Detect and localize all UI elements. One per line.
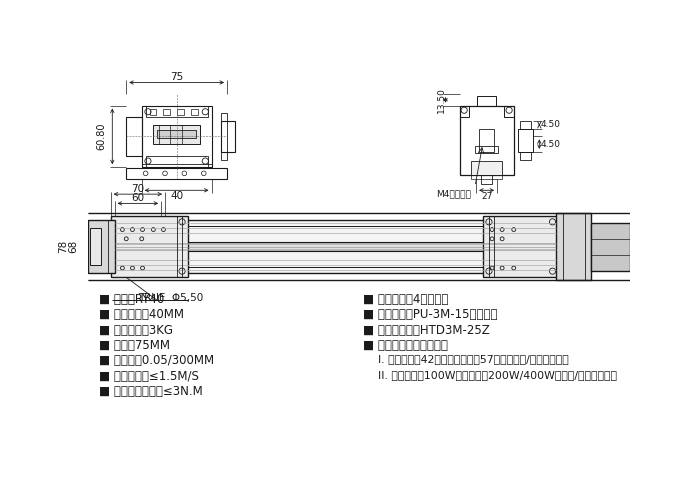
Text: I. 步进电机：42步进（直连）；57步进（直连/大小轮减速）: I. 步进电机：42步进（直连）；57步进（直连/大小轮减速） bbox=[378, 354, 569, 364]
Bar bbox=[483, 216, 560, 277]
Bar bbox=[115, 220, 556, 273]
Bar bbox=[158, 130, 196, 138]
Text: 75: 75 bbox=[170, 72, 183, 82]
Bar bbox=[459, 105, 514, 175]
Bar bbox=[88, 220, 115, 273]
Text: M4方形螺母: M4方形螺母 bbox=[436, 190, 470, 198]
Bar bbox=[517, 129, 533, 152]
Bar bbox=[141, 105, 211, 167]
Bar bbox=[177, 109, 183, 115]
Text: 13.50: 13.50 bbox=[438, 87, 446, 113]
Bar bbox=[115, 220, 556, 273]
Text: ■ 参考负载：3KG: ■ 参考负载：3KG bbox=[99, 324, 173, 337]
Bar bbox=[115, 220, 556, 227]
Bar bbox=[471, 175, 502, 179]
Bar bbox=[475, 146, 498, 153]
Bar bbox=[191, 109, 197, 115]
Text: 4.50: 4.50 bbox=[540, 140, 560, 148]
Text: II. 伺服电机：100W（直连）；200W/400W（直连/大小轮减速）: II. 伺服电机：100W（直连）；200W/400W（直连/大小轮减速） bbox=[378, 370, 617, 380]
Bar bbox=[115, 266, 556, 273]
Text: ■ 型号：RY40: ■ 型号：RY40 bbox=[99, 293, 164, 306]
Text: ■ 可配电机及连接方式：: ■ 可配电机及连接方式： bbox=[363, 339, 447, 352]
Bar bbox=[111, 216, 188, 277]
Text: 78: 78 bbox=[57, 240, 68, 253]
Bar bbox=[220, 121, 234, 152]
Bar bbox=[479, 129, 494, 152]
Text: ■ 同步轮规格：HTD3M-25Z: ■ 同步轮规格：HTD3M-25Z bbox=[363, 324, 489, 337]
Bar bbox=[146, 155, 208, 167]
Bar bbox=[153, 125, 200, 144]
Bar bbox=[459, 105, 469, 117]
Bar bbox=[220, 113, 227, 159]
Text: 70: 70 bbox=[132, 184, 144, 194]
Bar bbox=[471, 161, 502, 175]
Bar bbox=[126, 168, 227, 179]
Bar bbox=[90, 228, 102, 265]
Text: 60: 60 bbox=[132, 193, 144, 203]
Bar bbox=[126, 117, 141, 155]
Bar bbox=[150, 109, 155, 115]
Bar bbox=[477, 97, 496, 105]
Bar bbox=[556, 213, 592, 280]
Text: 4.50: 4.50 bbox=[540, 120, 560, 129]
Bar bbox=[520, 152, 531, 159]
Text: ■ 皮带规格：PU-3M-15（钉丝）: ■ 皮带规格：PU-3M-15（钉丝） bbox=[363, 308, 497, 321]
Text: ■ 导程：75MM: ■ 导程：75MM bbox=[99, 339, 170, 352]
Text: ■ 直线度：0.05/300MM: ■ 直线度：0.05/300MM bbox=[99, 354, 214, 367]
Text: 60.80: 60.80 bbox=[97, 123, 106, 150]
Text: 27: 27 bbox=[481, 192, 492, 201]
Bar bbox=[505, 105, 514, 117]
Text: ■ 轨梁宽度：40MM: ■ 轨梁宽度：40MM bbox=[99, 308, 184, 321]
Text: ■ 适用输入扇矩：≤3N.M: ■ 适用输入扇矩：≤3N.M bbox=[99, 385, 203, 398]
Text: 40: 40 bbox=[170, 192, 183, 201]
Bar bbox=[146, 105, 208, 117]
Text: ■ 可配长度：4米内定制: ■ 可配长度：4米内定制 bbox=[363, 293, 448, 306]
Bar bbox=[481, 175, 492, 184]
Text: 68: 68 bbox=[69, 240, 78, 253]
Bar bbox=[141, 164, 211, 168]
Bar bbox=[592, 223, 630, 271]
Bar bbox=[115, 242, 556, 251]
Text: ■ 建议速度：≤1.5M/S: ■ 建议速度：≤1.5M/S bbox=[99, 370, 199, 383]
Bar bbox=[520, 121, 531, 129]
Bar bbox=[163, 109, 169, 115]
Text: TRUE  Φ5,50: TRUE Φ5,50 bbox=[138, 293, 203, 303]
